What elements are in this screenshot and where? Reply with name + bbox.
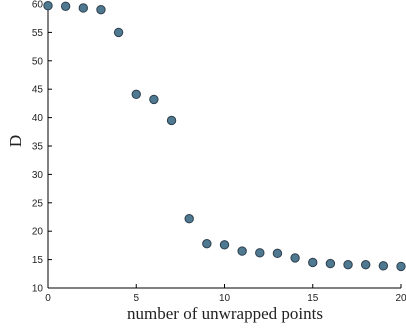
y-tick-label: 50	[32, 56, 44, 67]
y-tick-label: 55	[32, 28, 44, 39]
x-tick-label: 5	[133, 293, 139, 304]
data-point	[361, 260, 371, 270]
data-point	[325, 258, 336, 269]
data-points	[43, 1, 406, 272]
data-point	[378, 261, 389, 271]
y-tick-label: 15	[32, 255, 44, 266]
data-point	[237, 246, 247, 256]
data-point	[78, 3, 89, 13]
x-tick-label: 20	[395, 293, 406, 304]
data-point	[60, 1, 71, 11]
y-tick-label: 25	[32, 198, 44, 209]
y-tick-label: 30	[32, 170, 44, 181]
data-point	[272, 248, 283, 259]
x-tick-label: 0	[45, 293, 51, 304]
y-tick-label: 40	[32, 113, 44, 124]
x-tick-label: 15	[307, 293, 319, 304]
data-point	[308, 257, 318, 268]
data-point	[131, 89, 141, 100]
data-point	[149, 94, 159, 105]
data-point	[396, 261, 406, 272]
ticks: 0 5 10 15 20 10 15 20 25 30 35 40 45 50 55 60	[32, 0, 406, 304]
y-tick-label: 45	[32, 85, 44, 96]
data-point	[113, 27, 124, 38]
x-axis-label: number of unwrapped points	[127, 304, 323, 323]
data-point	[202, 238, 212, 249]
data-point	[184, 214, 194, 224]
y-tick-label: 20	[32, 227, 44, 238]
y-tick-label: 10	[32, 284, 44, 295]
data-point	[219, 240, 230, 250]
y-tick-label: 35	[32, 142, 44, 153]
data-point	[96, 4, 106, 15]
data-point	[343, 260, 353, 270]
y-axis-label: D	[6, 135, 25, 147]
x-tick-label: 10	[219, 293, 231, 304]
data-point	[166, 115, 177, 126]
data-point	[43, 1, 53, 11]
y-tick-label: 60	[32, 0, 44, 11]
data-point	[290, 253, 300, 263]
data-point	[255, 248, 265, 258]
